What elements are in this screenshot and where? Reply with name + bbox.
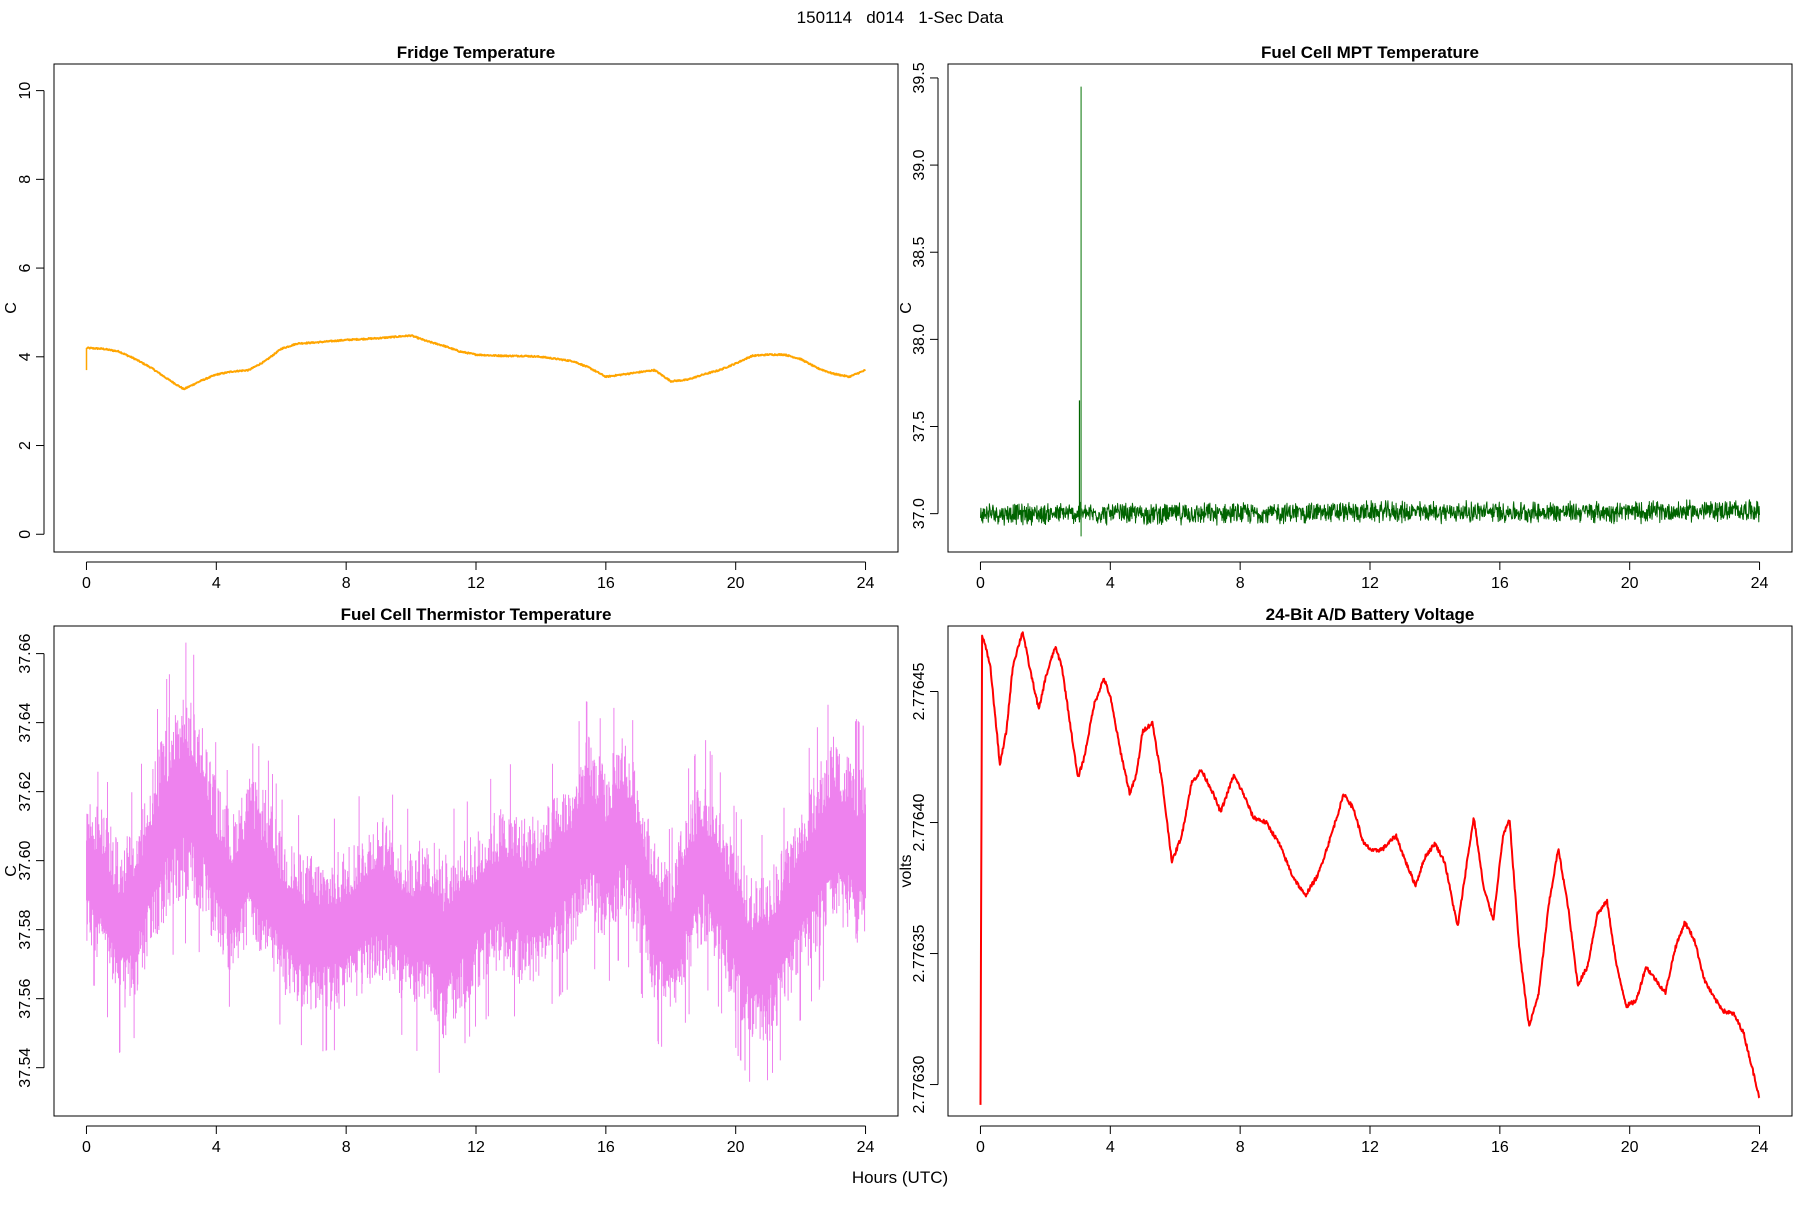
x-tick-label: 12 [1361,1139,1379,1156]
x-tick-label: 20 [727,575,745,592]
x-tick-label: 4 [1106,1139,1115,1156]
x-tick-label: 0 [82,575,91,592]
x-tick-label: 0 [976,575,985,592]
y-axis-label: volts [898,855,915,888]
x-tick-label: 16 [1491,1139,1509,1156]
chart-panel-4: 24-Bit A/D Battery Voltage volts 0 4 8 12 16 20… [898,605,1793,1156]
x-tick-label: 16 [597,575,615,592]
data-layer [86,642,866,1082]
y-tick-label: 6 [17,264,34,273]
plot-frame [947,63,1793,553]
series-line-thermistor [86,642,866,1082]
chart-panel-2: Fuel Cell MPT Temperature C 0 4 8 12 16 20 24 37.… [898,43,1793,592]
y-tick-label: 8 [17,175,34,184]
y-tick-label: 37.60 [17,841,34,881]
x-tick-label: 20 [1621,1139,1639,1156]
data-layer [979,631,1761,1105]
y-tick-label: 2 [17,441,34,450]
x-tick-label: 8 [1236,1139,1245,1156]
y-axis-label: C [898,302,915,314]
chart-title: 24-Bit A/D Battery Voltage [1266,605,1475,624]
y-tick-label: 2.77635 [911,925,928,983]
x-tick-label: 16 [597,1139,615,1156]
figure-main-title: 150114 d014 1-Sec Data [796,8,1004,27]
x-tick-label: 4 [212,1139,221,1156]
plot-frame [53,63,899,553]
chart-title: Fuel Cell Thermistor Temperature [341,605,612,624]
y-tick-label: 39.5 [911,62,928,93]
x-tick-label: 24 [1751,1139,1769,1156]
y-tick-label: 37.0 [911,498,928,529]
plot-frame [53,625,899,1117]
chart-title: Fuel Cell MPT Temperature [1261,43,1479,62]
x-tick-label: 8 [342,1139,351,1156]
x-tick-label: 16 [1491,575,1509,592]
plot-frame [947,625,1793,1117]
x-tick-label: 12 [467,575,485,592]
chart-panel-3: Fuel Cell Thermistor Temperature C 0 4 8 12 16… [3,605,899,1156]
x-tick-label: 12 [1361,575,1379,592]
data-layer [980,86,1760,537]
x-tick-label: 12 [467,1139,485,1156]
y-tick-label: 2.77645 [911,662,928,720]
y-axis-label: C [3,302,20,314]
series-line-1 [85,334,866,391]
chart-title: Fridge Temperature [397,43,555,62]
series-line-4 [979,631,1761,1105]
y-tick-label: 37.66 [17,633,34,673]
y-tick-label: 37.64 [17,703,34,743]
y-tick-label: 2.77630 [911,1056,928,1114]
x-tick-label: 24 [857,1139,875,1156]
y-tick-label: 0 [17,530,34,539]
y-tick-label: 4 [17,352,34,361]
series-line-2 [980,499,1760,526]
y-tick-label: 37.56 [17,979,34,1019]
x-tick-label: 8 [1236,575,1245,592]
x-tick-label: 4 [212,575,221,592]
x-tick-label: 0 [976,1139,985,1156]
x-tick-label: 24 [1751,575,1769,592]
y-axis-label: C [3,865,20,877]
y-tick-label: 38.0 [911,324,928,355]
y-tick-label: 37.5 [911,411,928,442]
y-tick-label: 10 [17,82,34,100]
y-tick-label: 37.54 [17,1048,34,1088]
x-tick-label: 4 [1106,575,1115,592]
y-tick-label: 39.0 [911,149,928,180]
x-tick-label: 24 [857,575,875,592]
x-tick-label: 20 [1621,575,1639,592]
y-tick-label: 37.62 [17,772,34,812]
x-tick-label: 0 [82,1139,91,1156]
y-tick-label: 38.5 [911,237,928,268]
x-tick-label: 8 [342,575,351,592]
y-tick-label: 37.58 [17,910,34,950]
data-layer [85,334,866,391]
x-tick-label: 20 [727,1139,745,1156]
x-axis-title: Hours (UTC) [851,1168,949,1187]
y-tick-label: 2.77640 [911,794,928,852]
